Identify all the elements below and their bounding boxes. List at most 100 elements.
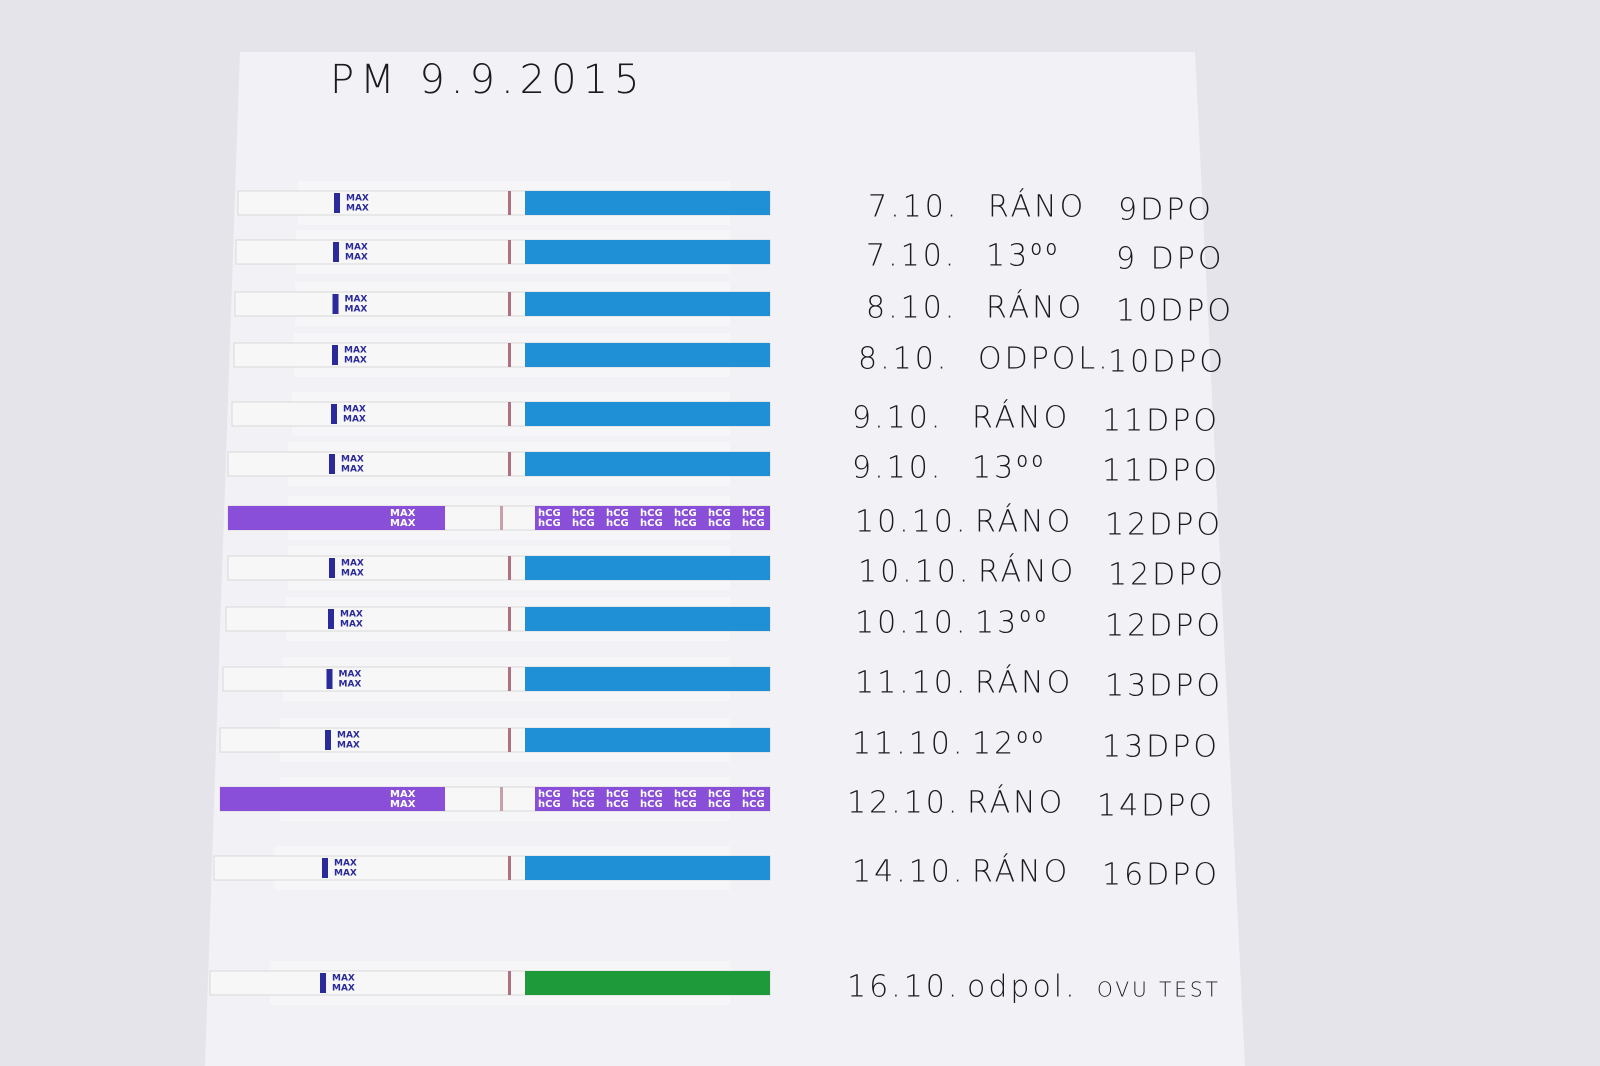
strip-tip bbox=[525, 971, 770, 995]
handle-mark bbox=[334, 193, 340, 213]
date: 8.10. bbox=[866, 291, 957, 326]
time: 13⁰⁰ bbox=[972, 451, 1046, 486]
max-label: MAX bbox=[343, 405, 366, 415]
handle-mark bbox=[328, 609, 334, 629]
hcg-label: hCG bbox=[640, 799, 663, 810]
test-line bbox=[508, 191, 511, 215]
max-label: MAX bbox=[346, 204, 369, 214]
hcg-label: hCG bbox=[606, 518, 629, 529]
strip-handle bbox=[220, 787, 445, 811]
date: 9.10. bbox=[852, 401, 943, 436]
time: RÁNO bbox=[978, 554, 1076, 590]
hcg-label: hCG bbox=[640, 518, 663, 529]
test-line bbox=[508, 971, 511, 995]
dpo: 9 DPO bbox=[1116, 242, 1224, 277]
dpo: 13DPO bbox=[1102, 730, 1220, 765]
date: 9.10. bbox=[852, 451, 943, 486]
time: 13⁰⁰ bbox=[986, 239, 1060, 274]
test-line bbox=[508, 343, 511, 367]
max-label: MAX bbox=[341, 455, 364, 465]
handle-mark bbox=[333, 242, 339, 262]
dpo: 11DPO bbox=[1102, 454, 1220, 489]
max-label: MAX bbox=[334, 859, 357, 869]
max-label: MAX bbox=[344, 346, 367, 356]
date: 11.10. bbox=[852, 727, 965, 762]
date: 8.10. bbox=[858, 342, 949, 377]
hcg-label: hCG bbox=[742, 508, 765, 519]
dpo: 12DPO bbox=[1108, 558, 1226, 593]
control-line bbox=[500, 506, 503, 530]
dpo: 10DPO bbox=[1116, 294, 1234, 329]
title: PM 9.9.2015 bbox=[330, 57, 645, 103]
strip-tip bbox=[525, 452, 770, 476]
dpo: 16DPO bbox=[1102, 858, 1220, 893]
strip-tip bbox=[525, 607, 770, 631]
date: 12.10. bbox=[847, 786, 960, 821]
hcg-label: hCG bbox=[572, 799, 595, 810]
handle-mark bbox=[329, 558, 335, 578]
handle-mark bbox=[320, 973, 326, 993]
max-label: MAX bbox=[390, 518, 416, 529]
handle-mark bbox=[332, 294, 339, 314]
time: RÁNO bbox=[975, 665, 1073, 701]
max-label: MAX bbox=[332, 984, 355, 994]
dpo: 9DPO bbox=[1118, 193, 1214, 228]
date: 10.10. bbox=[855, 606, 968, 641]
hcg-label: hCG bbox=[674, 799, 697, 810]
max-label: MAX bbox=[345, 243, 368, 253]
strip-handle bbox=[228, 506, 445, 530]
test-line bbox=[508, 292, 511, 316]
strip-tip bbox=[525, 191, 770, 215]
handle-mark bbox=[329, 454, 335, 474]
hcg-label: hCG bbox=[572, 518, 595, 529]
hcg-label: hCG bbox=[572, 789, 595, 800]
max-label: MAX bbox=[341, 559, 364, 569]
hcg-label: hCG bbox=[538, 799, 561, 810]
max-label: MAX bbox=[390, 508, 416, 519]
date: 10.10. bbox=[858, 555, 971, 590]
strip-tip bbox=[525, 728, 770, 752]
strip-tip bbox=[525, 856, 770, 880]
dpo: 10DPO bbox=[1108, 345, 1226, 380]
max-label: MAX bbox=[343, 415, 366, 425]
strip-tip bbox=[535, 787, 770, 811]
max-label: MAX bbox=[345, 305, 368, 315]
date: 16.10. bbox=[847, 970, 960, 1005]
hcg-label: hCG bbox=[640, 789, 663, 800]
max-label: MAX bbox=[340, 620, 363, 630]
hcg-label: hCG bbox=[674, 508, 697, 519]
hcg-label: hCG bbox=[606, 508, 629, 519]
control-line bbox=[500, 787, 503, 811]
time: RÁNO bbox=[975, 504, 1073, 540]
hcg-label: hCG bbox=[708, 518, 731, 529]
dpo: 12DPO bbox=[1105, 508, 1223, 543]
handle-mark bbox=[325, 730, 331, 750]
date: 14.10. bbox=[852, 855, 965, 890]
max-label: MAX bbox=[390, 799, 416, 810]
test-line bbox=[508, 728, 511, 752]
hcg-label: hCG bbox=[708, 508, 731, 519]
date: 11.10. bbox=[855, 666, 968, 701]
test-line bbox=[508, 402, 511, 426]
date: 10.10. bbox=[855, 505, 968, 540]
time: RÁNO bbox=[972, 400, 1070, 436]
test-line bbox=[508, 856, 511, 880]
handle-mark bbox=[326, 669, 333, 689]
dpo: 11DPO bbox=[1102, 404, 1220, 439]
hcg-label: hCG bbox=[674, 518, 697, 529]
handle-mark bbox=[331, 404, 337, 424]
strip-tip bbox=[525, 343, 770, 367]
time: RÁNO bbox=[986, 290, 1084, 326]
strip-tip bbox=[525, 240, 770, 264]
max-label: MAX bbox=[390, 789, 416, 800]
hcg-label: hCG bbox=[572, 508, 595, 519]
max-label: MAX bbox=[340, 610, 363, 620]
hcg-label: hCG bbox=[742, 799, 765, 810]
hcg-label: hCG bbox=[742, 518, 765, 529]
time: RÁNO bbox=[972, 854, 1070, 890]
hcg-label: hCG bbox=[538, 518, 561, 529]
max-label: MAX bbox=[345, 253, 368, 263]
